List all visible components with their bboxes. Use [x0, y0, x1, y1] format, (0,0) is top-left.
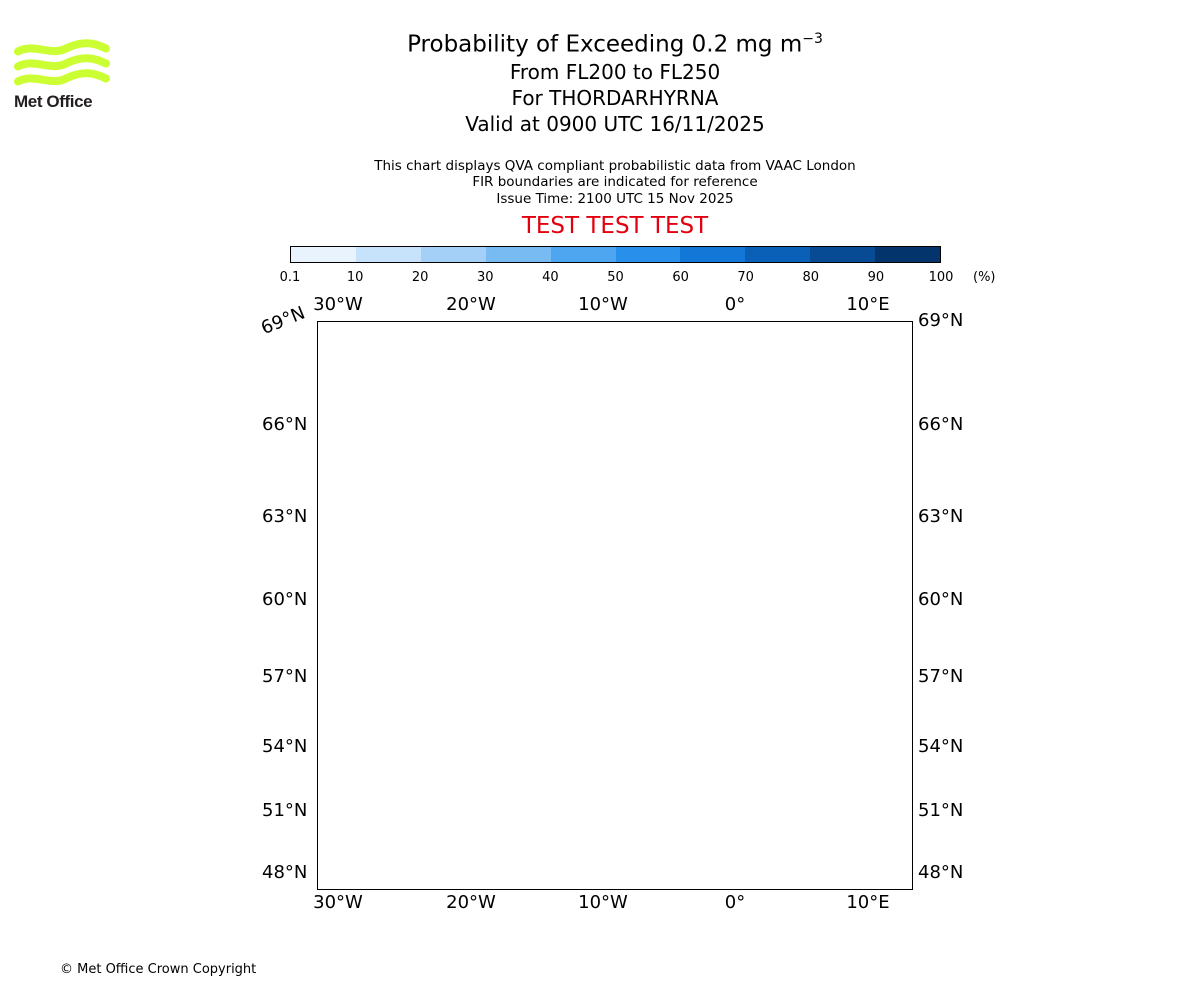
lat-label-right: 66°N	[918, 414, 964, 435]
colorbar-tick-label: 70	[737, 270, 754, 285]
colorbar-segment	[355, 247, 421, 262]
lat-label-right: 60°N	[918, 589, 964, 610]
colorbar-tick-label: 30	[477, 270, 494, 285]
lat-label-left: 48°N	[262, 862, 308, 883]
lon-label-bottom: 30°W	[313, 892, 363, 913]
colorbar-segment	[680, 247, 746, 262]
volcano-title: For THORDARHYRNA	[511, 85, 719, 110]
test-banner: TEST TEST TEST	[521, 213, 709, 239]
colorbar-tick-label: 20	[411, 270, 429, 285]
colorbar-segment	[420, 247, 486, 262]
colorbar-segment	[875, 247, 941, 262]
lat-label-right: 63°N	[918, 506, 964, 527]
colorbar-segment	[485, 247, 551, 262]
lon-label-bottom: 10°E	[846, 892, 890, 913]
note-issue-time: Issue Time: 2100 UTC 15 Nov 2025	[496, 190, 734, 207]
lon-label-top: 10°W	[578, 294, 628, 315]
colorbar-segment	[810, 247, 876, 262]
lat-label-right: 57°N	[918, 666, 964, 687]
probability-colorbar	[290, 246, 941, 263]
colorbar-tick-label: 60	[672, 270, 689, 285]
chart-title: Probability of Exceeding 0.2 mg m−3	[407, 31, 823, 58]
colorbar-tick-label: 0.1	[279, 270, 301, 285]
lat-label-left: 57°N	[262, 666, 308, 687]
note-fir: FIR boundaries are indicated for referen…	[472, 174, 758, 191]
chart-title-block: Probability of Exceeding 0.2 mg m−3 From…	[0, 26, 1200, 137]
lat-label-left: 51°N	[262, 800, 308, 821]
colorbar-tick-label: 40	[542, 270, 559, 285]
lat-label-right: 51°N	[918, 800, 964, 821]
lat-label-right: 69°N	[918, 310, 964, 331]
valid-time: Valid at 0900 UTC 16/11/2025	[465, 111, 765, 136]
colorbar-tick-label: 50	[607, 270, 624, 285]
colorbar-tick-label: 80	[802, 270, 820, 285]
lat-label-left: 54°N	[262, 736, 308, 757]
lon-label-top: 30°W	[313, 294, 363, 315]
lon-label-top: 10°E	[846, 294, 890, 315]
colorbar-tick-label: 10	[346, 270, 364, 285]
lat-label-left: 60°N	[262, 589, 308, 610]
colorbar-tick-label: 90	[867, 270, 885, 285]
colorbar-segment	[745, 247, 811, 262]
colorbar-tick-label: 100	[928, 270, 954, 285]
lat-label-left: 63°N	[262, 506, 308, 527]
met-office-wordmark: Met Office	[14, 92, 93, 111]
note-data-source: This chart displays QVA compliant probab…	[374, 158, 856, 174]
map-frame	[317, 321, 913, 890]
lat-label-right: 54°N	[918, 736, 964, 757]
lat-label-right: 48°N	[918, 862, 964, 883]
lon-label-top: 20°W	[446, 294, 496, 315]
copyright: © Met Office Crown Copyright	[60, 962, 257, 977]
colorbar-segment	[615, 247, 681, 262]
lon-label-bottom: 10°W	[578, 892, 628, 913]
lat-label-left: 66°N	[262, 414, 308, 435]
lon-label-bottom: 0°	[724, 892, 746, 913]
flight-level-range: From FL200 to FL250	[509, 59, 721, 84]
lon-label-top: 0°	[724, 294, 746, 315]
colorbar-segment	[550, 247, 616, 262]
colorbar-segment	[291, 247, 356, 262]
lon-label-bottom: 20°W	[446, 892, 496, 913]
colorbar-unit: (%)	[973, 270, 996, 285]
chart-notes: This chart displays QVA compliant probab…	[0, 158, 1200, 207]
met-office-logo	[14, 39, 110, 86]
